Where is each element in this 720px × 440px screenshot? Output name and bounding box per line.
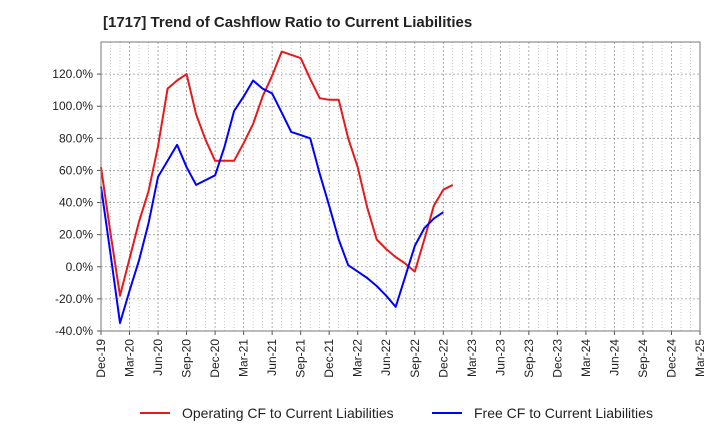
y-tick-label: 120.0% (52, 67, 93, 81)
y-tick-label: 80.0% (59, 131, 93, 145)
x-tick-label: Dec-20 (208, 339, 222, 378)
x-tick-label: Mar-22 (351, 339, 365, 377)
series-line-1 (100, 79, 444, 324)
x-tick-label: Mar-20 (123, 339, 137, 377)
x-tick-label: Jun-22 (379, 339, 393, 376)
x-tick-label: Dec-24 (664, 339, 678, 378)
x-tick-label: Dec-23 (550, 339, 564, 378)
x-tick-label: Jun-20 (151, 339, 165, 376)
y-axis-ticks: -40.0% -20.0% 0.0% 20.0% 40.0% 60.0% 80.0% 100.… (52, 67, 101, 338)
x-tick-label: Mar-23 (465, 339, 479, 377)
x-tick-label: Sep-20 (180, 339, 194, 378)
x-tick-label: Dec-22 (436, 339, 450, 378)
series-lines (100, 50, 454, 324)
y-tick-label: 0.0% (66, 260, 94, 274)
x-tick-label: Sep-24 (636, 339, 650, 378)
x-tick-label: Sep-22 (408, 339, 422, 378)
x-tick-label: Mar-24 (579, 339, 593, 377)
series-line-0 (100, 50, 454, 297)
legend-item-operating-cf: Operating CF to Current Liabilities (140, 405, 394, 421)
x-axis-ticks: Dec-19 Mar-20 Jun-20 Sep-20 Dec-20 Mar-21 Jun-… (94, 331, 707, 378)
legend-label-free-cf: Free CF to Current Liabilities (474, 405, 653, 421)
x-tick-label: Sep-21 (294, 339, 308, 378)
legend-swatch-free-cf (432, 412, 462, 414)
y-tick-label: 100.0% (52, 99, 93, 113)
x-tick-label: Jun-23 (493, 339, 507, 376)
chart-title: [1717] Trend of Cashflow Ratio to Curren… (103, 14, 473, 31)
x-tick-label: Mar-25 (693, 339, 707, 377)
plot-area-background (101, 42, 700, 331)
x-tick-label: Dec-21 (322, 339, 336, 378)
y-tick-label: 60.0% (59, 163, 93, 177)
legend-item-free-cf: Free CF to Current Liabilities (432, 405, 653, 421)
y-tick-label: -20.0% (55, 292, 93, 306)
x-tick-label: Dec-19 (94, 339, 108, 378)
x-tick-label: Jun-24 (607, 339, 621, 376)
legend-label-operating-cf: Operating CF to Current Liabilities (182, 405, 394, 421)
x-tick-label: Sep-23 (522, 339, 536, 378)
x-tick-label: Mar-21 (237, 339, 251, 377)
y-tick-label: 20.0% (59, 228, 93, 242)
legend: Operating CF to Current Liabilities Free… (0, 405, 720, 425)
x-tick-label: Jun-21 (265, 339, 279, 376)
plot-area-border (100, 41, 701, 332)
y-tick-label: 40.0% (59, 196, 93, 210)
legend-swatch-operating-cf (140, 412, 170, 414)
y-tick-label: -40.0% (55, 324, 93, 338)
